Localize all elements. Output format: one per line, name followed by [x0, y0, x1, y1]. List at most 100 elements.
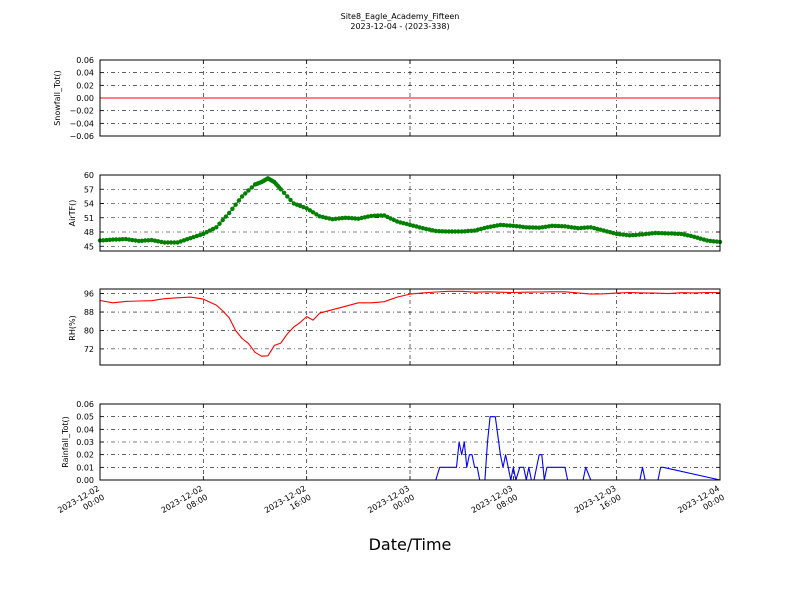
- air-temp-data-point: [365, 214, 371, 219]
- air-temp-data-point: [104, 237, 109, 243]
- air-temp-data-point: [598, 227, 603, 232]
- snowfall-ytick-label: −0.06: [69, 132, 94, 141]
- rh-ytick-label: 96: [84, 290, 94, 299]
- air-temp-data-point: [666, 231, 671, 236]
- air-temp-data-point: [143, 238, 148, 243]
- air-temp-data-point: [201, 231, 206, 237]
- air-temp-data-point: [569, 225, 574, 230]
- air-temp-data-point: [227, 210, 232, 216]
- air-temp-data-point: [553, 223, 558, 229]
- air-temp-data-point: [646, 231, 652, 236]
- air-temp-data-point: [130, 237, 135, 243]
- snowfall-ytick-label: 0.02: [76, 81, 94, 90]
- air-temp-data-point: [440, 229, 445, 234]
- air-temp-data-point: [511, 223, 516, 228]
- air-temp-data-point: [507, 223, 513, 228]
- air-temp-data-point: [101, 238, 106, 243]
- air-temp-data-point: [349, 216, 355, 221]
- air-temp-data-point: [620, 232, 626, 237]
- air-temp-data-point: [433, 228, 438, 234]
- air-temp-data-point: [165, 240, 170, 245]
- snowfall-ylabel: Snowfall_Tot(): [53, 70, 62, 126]
- air-temp-ytick-label: 45: [84, 242, 94, 251]
- air-temp-ytick-label: 48: [84, 228, 94, 237]
- air-temp-data-point: [249, 185, 254, 190]
- air-temp-data-point: [611, 230, 616, 236]
- rh-ylabel: RH(%): [68, 315, 77, 340]
- air-temp-data-point: [136, 238, 141, 244]
- rh-ytick-label: 88: [84, 308, 94, 317]
- snowfall-panel: Snowfall_Tot() 0.06 0.04 0.02 0.00 −0.02 −0.0…: [53, 56, 721, 141]
- air-temp-data-point: [314, 212, 319, 217]
- snowfall-ytick-label: −0.04: [69, 119, 94, 128]
- air-temp-data-point: [388, 216, 393, 221]
- air-temp-data-point: [236, 198, 242, 203]
- rh-series-line: [99, 290, 721, 357]
- air-temp-data-point: [278, 187, 283, 192]
- air-temp-data-point: [504, 223, 510, 228]
- snowfall-ytick-label: 0.00: [76, 94, 94, 103]
- air-temp-data-point: [704, 238, 710, 243]
- air-temp-data-point: [459, 229, 464, 234]
- air-temp-data-point: [168, 240, 174, 245]
- air-temp-data-point: [669, 231, 674, 236]
- air-temp-data-point: [559, 224, 564, 229]
- air-temp-data-point: [462, 229, 468, 234]
- air-temp-data-point: [155, 239, 161, 244]
- rainfall-ytick-label: 0.00: [76, 476, 94, 485]
- air-temp-data-point: [246, 188, 251, 193]
- air-temp-ytick-label: 54: [84, 200, 94, 209]
- air-temp-data-point: [285, 194, 290, 199]
- figure-title: Site8_Eagle_Academy_Fifteen: [341, 12, 460, 21]
- air-temp-data-point: [575, 226, 581, 231]
- air-temp-ytick-label: 57: [84, 185, 94, 194]
- air-temp-data-point: [372, 213, 377, 218]
- air-temp-data-point: [662, 231, 668, 236]
- air-temp-data-point: [214, 225, 219, 230]
- air-temp-data-point: [436, 229, 442, 234]
- air-temp-data-point: [530, 225, 535, 230]
- rainfall-ylabel: Rainfall_Tot(): [61, 416, 70, 468]
- rainfall-panel: Rainfall_Tot() 0.06 0.05 0.04 0.03 0.02 0.01 0…: [61, 400, 721, 485]
- air-temp-data-point: [378, 213, 384, 218]
- air-temp-data-point: [588, 225, 593, 230]
- air-temp-data-point: [307, 208, 313, 213]
- air-temp-data-point: [708, 238, 713, 244]
- snowfall-ytick-label: 0.06: [76, 56, 94, 65]
- air-temp-data-point: [627, 233, 632, 238]
- air-temp-data-point: [453, 229, 458, 234]
- air-temp-data-point: [672, 231, 677, 236]
- air-temp-data-point: [117, 237, 122, 242]
- rainfall-ytick-label: 0.03: [76, 438, 94, 447]
- air-temp-data-point: [217, 221, 222, 226]
- air-temp-data-point: [146, 238, 151, 243]
- air-temp-data-point: [714, 239, 719, 244]
- air-temp-data-point: [640, 232, 645, 237]
- rainfall-ytick-label: 0.01: [76, 463, 94, 472]
- air-temp-data-point: [578, 225, 584, 231]
- air-temp-data-point: [711, 239, 716, 244]
- air-temp-data-point: [304, 206, 309, 211]
- air-temp-data-point: [243, 191, 248, 196]
- rainfall-ytick-label: 0.02: [76, 451, 94, 460]
- rh-panel: RH(%) 96 88 80 72: [68, 288, 721, 366]
- air-temp-data-point: [533, 225, 539, 230]
- air-temp-data-point: [343, 215, 348, 220]
- air-temp-panel: AirTF() 60 57 54 51 48 45: [68, 171, 723, 252]
- air-temp-data-point: [139, 238, 145, 243]
- air-temp-data-point: [643, 231, 648, 237]
- air-temp-data-point: [120, 237, 125, 242]
- air-temp-data-point: [446, 229, 451, 234]
- air-temp-data-point: [698, 236, 703, 241]
- air-temp-data-point: [178, 239, 183, 244]
- air-temp-data-point: [239, 194, 245, 199]
- air-temp-data-point: [498, 222, 503, 228]
- air-temp-data-point: [688, 233, 694, 239]
- air-temp-data-point: [617, 232, 623, 237]
- air-temp-data-point: [330, 217, 335, 222]
- air-temp-data-point: [517, 224, 522, 229]
- air-temp-data-point: [223, 214, 229, 219]
- air-temp-data-point: [133, 238, 138, 243]
- air-temp-data-point: [375, 213, 380, 218]
